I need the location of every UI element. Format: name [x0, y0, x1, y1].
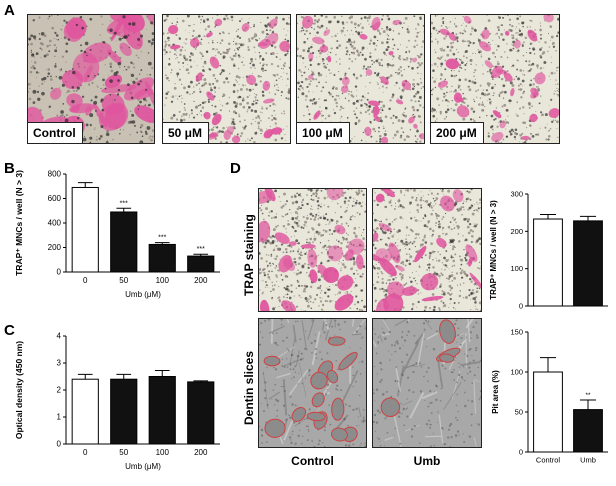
y-tick-label: 50 — [515, 408, 523, 417]
significance-marker: *** — [197, 246, 205, 253]
y-axis-label: TRAP⁺ MNCs / well (N > 3) — [14, 170, 24, 276]
micrograph-200um: 200 μM — [430, 14, 560, 144]
bar — [573, 220, 603, 307]
error-bar — [116, 207, 132, 212]
chart-svg: 0 200 400 600 800 0 *** 50 *** 100 *** 200 Umb (μM) T… — [14, 170, 220, 299]
y-tick-label: 0 — [57, 268, 62, 277]
error-bar — [77, 373, 93, 380]
y-tick-label: 400 — [48, 219, 62, 228]
bar — [148, 243, 176, 273]
bar — [71, 378, 99, 445]
bar — [71, 186, 99, 273]
error-bar — [539, 357, 557, 372]
column-label-umb: Umb — [413, 454, 441, 468]
bar — [533, 218, 563, 307]
micrograph-image — [28, 15, 154, 143]
significance-marker: ** — [585, 392, 591, 399]
x-tick-label: Control — [536, 456, 561, 465]
y-tick-label: 300 — [510, 190, 523, 199]
chart-svg: 0 1 2 3 4 0 50 100 200 Umb (μM) Optical density (4… — [14, 332, 220, 471]
y-tick-label: 200 — [48, 243, 62, 252]
x-tick-label: 200 — [194, 448, 208, 457]
y-tick-label: 0 — [519, 302, 523, 311]
x-axis-label: Umb (μM) — [125, 290, 161, 299]
error-bar — [193, 253, 209, 257]
chart-optical-density: 0 1 2 3 4 0 50 100 200 Umb (μM) Optical density (4… — [0, 322, 225, 477]
significance-marker: *** — [120, 200, 128, 207]
y-axis-label: Optical density (450 nm) — [14, 341, 24, 439]
bar — [533, 371, 563, 453]
micrograph-label: 100 μM — [297, 122, 350, 143]
micrograph-image — [373, 189, 481, 311]
micrograph-trap-umb — [372, 188, 482, 312]
y-tick-label: 2 — [57, 386, 62, 395]
x-tick-label: 0 — [83, 276, 88, 285]
x-tick-label: 50 — [119, 448, 128, 457]
micrograph-label: Control — [28, 122, 83, 143]
chart-svg: 0 100 200 300 TRAP⁺ MNCs / well (N > 3) — [489, 190, 608, 311]
y-tick-label: 1 — [57, 413, 62, 422]
micrograph-label: 200 μM — [431, 122, 484, 143]
x-tick-label: 100 — [156, 448, 170, 457]
error-bar — [116, 373, 132, 380]
error-bar — [154, 370, 170, 377]
y-tick-label: 0 — [519, 448, 523, 457]
y-tick-label: 100 — [510, 368, 523, 377]
chart-svg: 0 50 100 150 Control ** Umb Pit area (%) — [491, 328, 608, 465]
x-tick-label: 50 — [119, 276, 128, 285]
panel-b-letter: B — [4, 160, 15, 177]
micrograph-dentin-control — [258, 318, 367, 448]
micrograph-image — [373, 319, 481, 447]
bar — [110, 378, 138, 445]
micrograph-label: 50 μM — [163, 122, 210, 143]
bar — [187, 381, 215, 445]
bar — [573, 409, 603, 453]
row-label-trap-staining: TRAP staining — [242, 214, 256, 296]
micrograph-100um: 100 μM — [296, 14, 425, 144]
micrograph-dentin-umb — [372, 318, 482, 448]
significance-marker: *** — [158, 235, 166, 242]
column-label-control: Control — [291, 454, 334, 468]
micrograph-control: Control — [27, 14, 155, 144]
bar — [187, 255, 215, 273]
micrograph-image — [163, 15, 290, 143]
y-tick-label: 800 — [48, 170, 62, 179]
panel-c-letter: C — [4, 322, 15, 339]
micrograph-image — [259, 319, 366, 447]
x-axis-label: Umb (μM) — [125, 462, 161, 471]
error-bar — [539, 214, 557, 220]
y-tick-label: 4 — [57, 332, 62, 341]
y-axis-label: TRAP⁺ MNCs / well (N > 3) — [489, 200, 498, 300]
y-tick-label: 0 — [57, 440, 62, 449]
bar — [110, 211, 138, 273]
y-tick-label: 100 — [510, 264, 523, 273]
micrograph-image — [431, 15, 559, 143]
error-bar — [154, 242, 170, 245]
micrograph-image — [259, 189, 366, 311]
row-label-dentin-slices: Dentin slices — [242, 350, 256, 425]
chart-trap-mncs-dose: 0 200 400 600 800 0 *** 50 *** 100 *** 200 Umb (μM) T… — [0, 160, 225, 310]
x-tick-label: 100 — [156, 276, 170, 285]
y-tick-label: 600 — [48, 194, 62, 203]
y-tick-label: 150 — [510, 328, 523, 337]
error-bar — [579, 215, 597, 221]
x-tick-label: 0 — [83, 448, 88, 457]
micrograph-50um: 50 μM — [162, 14, 291, 144]
error-bar — [77, 182, 93, 188]
y-tick-label: 3 — [57, 359, 62, 368]
x-tick-label: 200 — [194, 276, 208, 285]
y-tick-label: 200 — [510, 227, 523, 236]
chart-pit-area: 0 50 100 150 Control ** Umb Pit area (%) — [486, 318, 614, 478]
micrograph-trap-control — [258, 188, 367, 312]
bar — [148, 376, 176, 445]
chart-trap-mncs-umb: 0 100 200 300 TRAP⁺ MNCs / well (N > 3) — [486, 180, 614, 315]
x-tick-label: Umb — [580, 456, 596, 465]
panel-d-letter: D — [230, 160, 241, 177]
y-axis-label: Pit area (%) — [491, 370, 500, 414]
error-bar — [579, 399, 597, 410]
panel-a-letter: A — [4, 2, 15, 19]
error-bar — [193, 380, 209, 382]
